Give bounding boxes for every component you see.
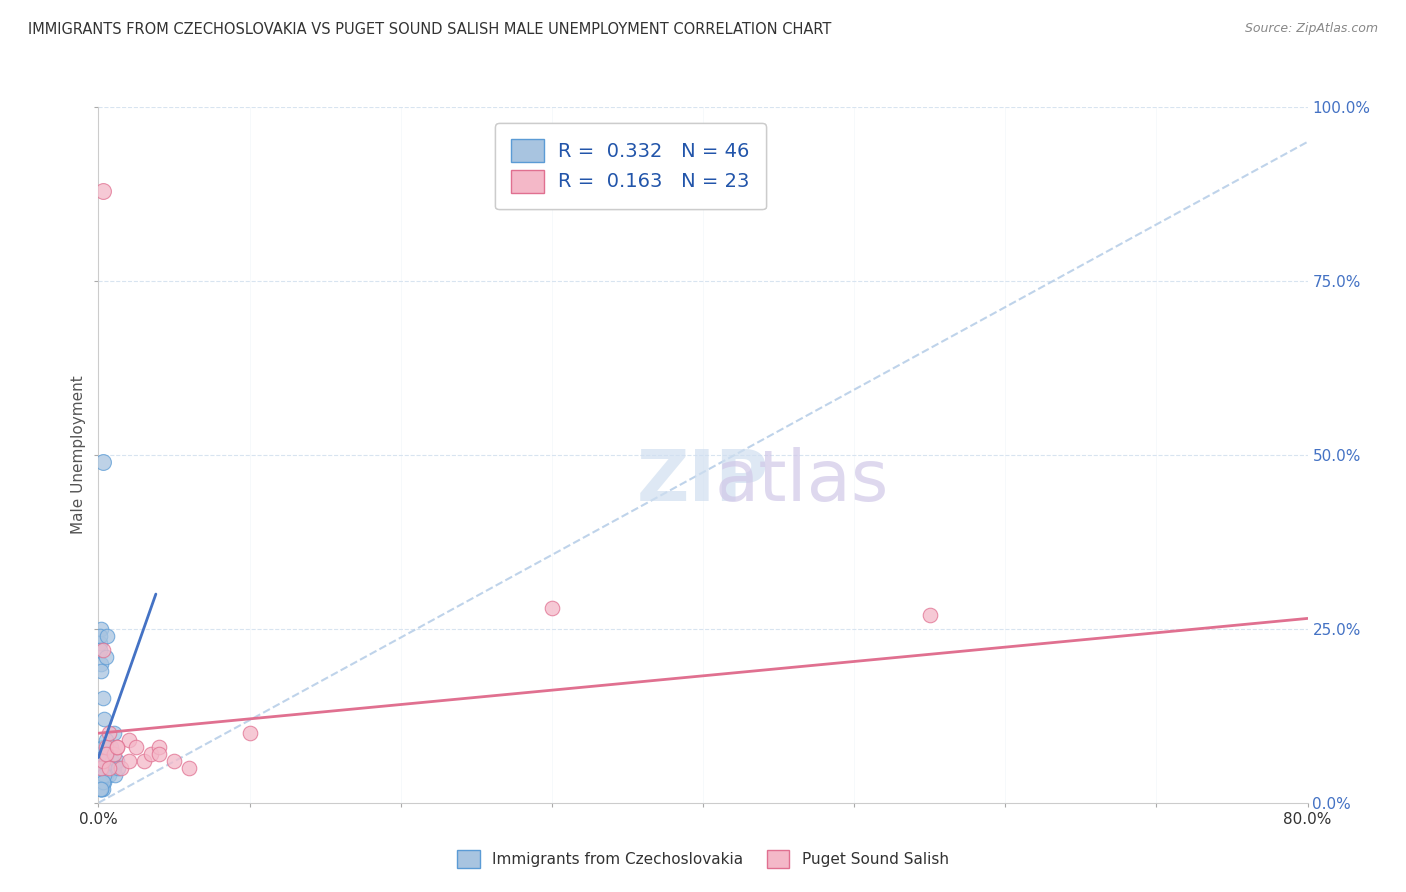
- Point: [91, 184, 114, 198]
- Point: [96, 629, 118, 643]
- Point: [94, 733, 117, 747]
- Point: [90, 761, 112, 775]
- Point: [93, 775, 115, 789]
- Legend: Immigrants from Czechoslovakia, Puget Sound Salish: Immigrants from Czechoslovakia, Puget So…: [450, 843, 956, 875]
- Point: [163, 754, 186, 768]
- Point: [90, 747, 112, 761]
- Point: [90, 657, 112, 671]
- Point: [98, 768, 121, 782]
- Point: [94, 754, 117, 768]
- Point: [918, 607, 941, 622]
- Point: [89, 781, 111, 796]
- Point: [91, 691, 114, 706]
- Point: [148, 740, 170, 755]
- Point: [98, 726, 121, 740]
- Point: [118, 754, 141, 768]
- Text: atlas: atlas: [714, 447, 889, 516]
- Point: [104, 768, 127, 782]
- Point: [91, 775, 114, 789]
- Point: [100, 761, 122, 775]
- Point: [89, 636, 111, 650]
- Point: [91, 761, 114, 775]
- Text: Source: ZipAtlas.com: Source: ZipAtlas.com: [1244, 22, 1378, 36]
- Point: [110, 761, 132, 775]
- Point: [94, 768, 117, 782]
- Point: [90, 768, 112, 782]
- Point: [90, 622, 112, 636]
- Point: [179, 761, 201, 775]
- Point: [94, 740, 117, 755]
- Point: [91, 754, 114, 768]
- Point: [91, 455, 114, 469]
- Point: [90, 781, 112, 796]
- Point: [105, 754, 128, 768]
- Point: [141, 747, 163, 761]
- Point: [90, 781, 112, 796]
- Point: [132, 754, 155, 768]
- Point: [98, 761, 121, 775]
- Point: [118, 733, 141, 747]
- Point: [89, 775, 111, 789]
- Point: [89, 761, 111, 775]
- Point: [103, 747, 125, 761]
- Point: [89, 768, 111, 782]
- Point: [103, 726, 125, 740]
- Y-axis label: Male Unemployment: Male Unemployment: [70, 376, 86, 534]
- Point: [96, 747, 118, 761]
- Point: [91, 740, 114, 755]
- Point: [89, 754, 111, 768]
- Point: [540, 601, 562, 615]
- Text: IMMIGRANTS FROM CZECHOSLOVAKIA VS PUGET SOUND SALISH MALE UNEMPLOYMENT CORRELATI: IMMIGRANTS FROM CZECHOSLOVAKIA VS PUGET …: [28, 22, 831, 37]
- Point: [89, 775, 111, 789]
- Point: [93, 761, 115, 775]
- Point: [94, 649, 117, 664]
- Point: [100, 740, 122, 755]
- Point: [105, 740, 128, 755]
- Point: [89, 629, 111, 643]
- Point: [91, 768, 114, 782]
- Point: [91, 642, 114, 657]
- Point: [90, 664, 112, 678]
- Point: [93, 712, 115, 726]
- Point: [239, 726, 262, 740]
- Point: [91, 754, 114, 768]
- Legend: R =  0.332   N = 46, R =  0.163   N = 23: R = 0.332 N = 46, R = 0.163 N = 23: [495, 123, 766, 209]
- Point: [125, 740, 148, 755]
- Point: [94, 747, 117, 761]
- Point: [148, 747, 170, 761]
- Point: [96, 761, 118, 775]
- Point: [101, 754, 124, 768]
- Point: [89, 642, 111, 657]
- Text: ZIP: ZIP: [637, 447, 769, 516]
- Point: [103, 761, 125, 775]
- Point: [105, 740, 128, 755]
- Point: [90, 775, 112, 789]
- Point: [91, 781, 114, 796]
- Point: [90, 781, 112, 796]
- Point: [90, 761, 112, 775]
- Point: [93, 768, 115, 782]
- Point: [107, 761, 129, 775]
